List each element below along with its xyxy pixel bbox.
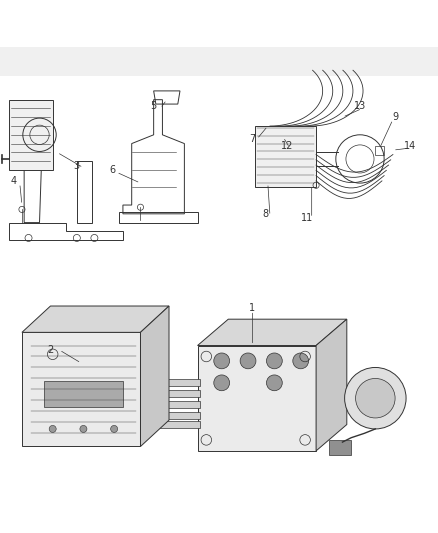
Circle shape (355, 378, 394, 418)
Text: 14: 14 (403, 141, 416, 151)
Text: 3: 3 (74, 160, 80, 171)
Polygon shape (134, 421, 199, 428)
Text: 4: 4 (10, 176, 16, 186)
Bar (0, 47, 438, 76)
Polygon shape (254, 126, 315, 188)
Circle shape (344, 367, 405, 429)
Polygon shape (328, 440, 350, 455)
Circle shape (266, 353, 282, 369)
Text: 7: 7 (249, 134, 255, 144)
Text: 13: 13 (353, 101, 365, 111)
Circle shape (213, 353, 229, 369)
Text: 1: 1 (249, 303, 255, 313)
Text: 5: 5 (150, 101, 156, 111)
Polygon shape (134, 411, 138, 420)
Text: 6: 6 (109, 165, 115, 175)
Circle shape (49, 425, 56, 432)
Text: 8: 8 (262, 209, 268, 219)
Polygon shape (22, 306, 169, 333)
Polygon shape (140, 306, 169, 447)
Polygon shape (142, 390, 199, 397)
Polygon shape (197, 319, 346, 345)
Circle shape (80, 425, 87, 432)
Polygon shape (129, 420, 134, 429)
Circle shape (110, 425, 117, 432)
Polygon shape (134, 400, 138, 409)
Circle shape (266, 375, 282, 391)
Text: 12: 12 (281, 141, 293, 151)
Polygon shape (9, 100, 53, 170)
Polygon shape (142, 378, 147, 387)
Polygon shape (22, 333, 140, 447)
Circle shape (240, 353, 255, 369)
Polygon shape (138, 401, 199, 408)
Polygon shape (315, 319, 346, 451)
Polygon shape (44, 381, 123, 407)
Polygon shape (147, 379, 199, 386)
Circle shape (292, 353, 308, 369)
Text: 9: 9 (391, 112, 397, 122)
Text: 2: 2 (47, 345, 53, 355)
Polygon shape (138, 390, 142, 398)
Polygon shape (138, 412, 199, 419)
Polygon shape (197, 345, 315, 451)
Circle shape (213, 375, 229, 391)
Text: 11: 11 (300, 213, 313, 223)
